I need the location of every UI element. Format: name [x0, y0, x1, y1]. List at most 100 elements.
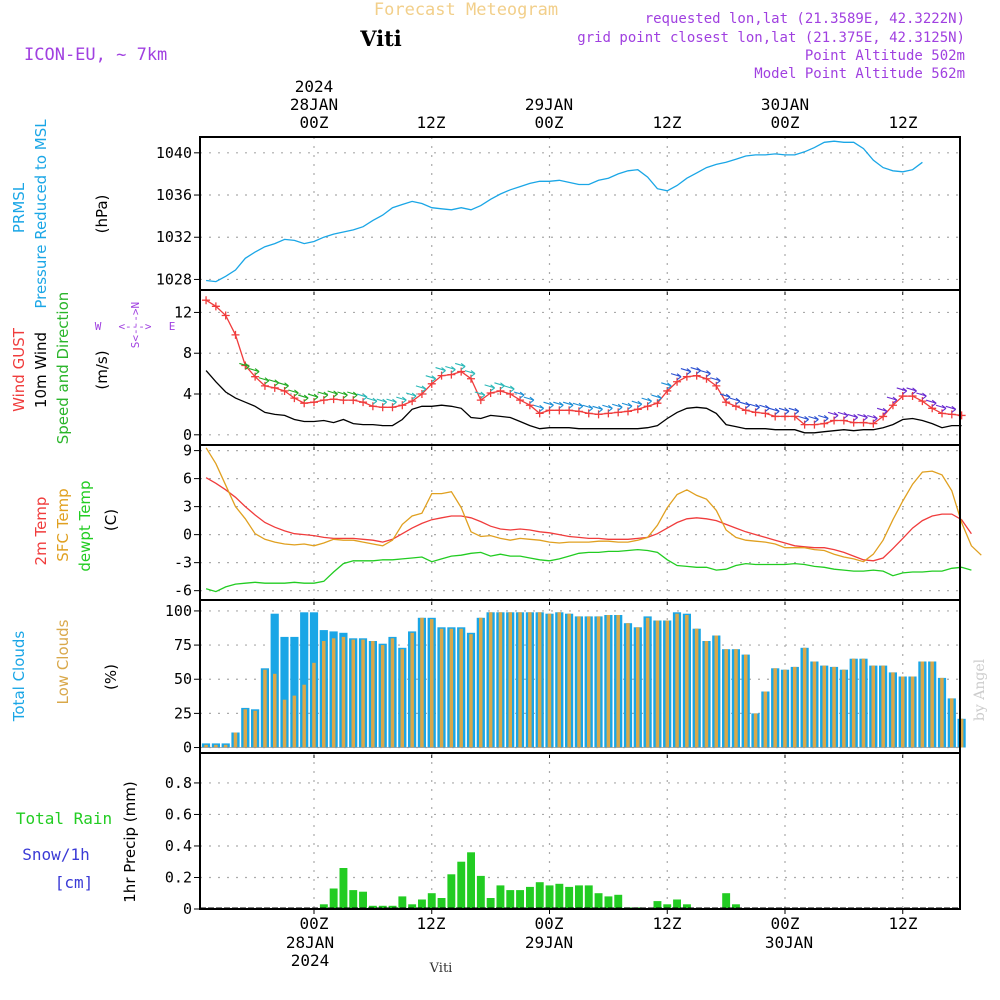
low-clouds-bar-24 — [439, 628, 444, 748]
low-clouds-bar-74 — [930, 661, 934, 748]
low-clouds-bar-26 — [459, 628, 463, 748]
low-clouds-bar-42 — [616, 615, 620, 748]
bottom-tick-4: 12Z — [653, 914, 682, 933]
y-tick-label-2: 0.4 — [165, 837, 192, 855]
top-tick-5: 00Z — [771, 113, 800, 132]
wind-arrow-64 — [827, 411, 839, 419]
low-clouds-bar-64 — [832, 666, 836, 748]
rain-bar-42 — [614, 894, 623, 909]
wind-arrow-5 — [248, 368, 260, 375]
top-tick-6: 12Z — [889, 113, 918, 132]
wind-arrow-4 — [239, 362, 250, 370]
pressure-panel: 1028 1032 1036 1040 — [156, 136, 961, 295]
wind-arrow-53 — [719, 393, 731, 401]
wind-arrow-73 — [916, 392, 927, 400]
low-clouds-bar-10 — [302, 684, 306, 748]
low-clouds-bar-75 — [940, 677, 944, 748]
y-tick-label-4: 100 — [165, 602, 192, 620]
wind-arrow-76 — [945, 405, 957, 413]
low-clouds-bar-8 — [282, 699, 287, 748]
low-clouds-label: Low Clouds — [54, 619, 72, 704]
low-clouds-bar-13 — [331, 638, 336, 748]
rain-bar-16 — [359, 891, 367, 909]
wind-arrow-44 — [631, 400, 643, 408]
low-clouds-bar-63 — [822, 665, 826, 748]
low-clouds-bar-9 — [292, 695, 297, 748]
bottom-year: 2024 — [291, 951, 330, 970]
gust-point-0 — [202, 296, 211, 305]
wind-arrow-15 — [347, 391, 358, 399]
low-clouds-bar-50 — [694, 628, 699, 748]
bottom-tick-3: 00Z — [535, 914, 564, 933]
gridpoint-coords: grid point closest lon,lat (21.375E, 42.… — [577, 30, 965, 46]
wind-arrow-31 — [504, 385, 515, 393]
wind-arrow-12 — [317, 391, 329, 399]
prmsl-line — [206, 140, 923, 283]
low-clouds-bar-41 — [606, 615, 611, 748]
rain-bar-36 — [555, 883, 564, 909]
y-tick-label-0: 0 — [183, 739, 192, 757]
wind-arrow-17 — [366, 397, 378, 405]
low-clouds-bar-29 — [488, 612, 493, 748]
low-clouds-bar-22 — [420, 617, 424, 748]
low-clouds-bar-58 — [773, 668, 777, 748]
rain-bar-41 — [604, 896, 613, 909]
celsius-unit-label: (C) — [102, 509, 120, 531]
precip-panel: 0 0.2 0.4 0.6 0.8 — [165, 752, 961, 918]
low-clouds-bar-57 — [763, 691, 768, 748]
wind-arrow-43 — [621, 402, 633, 410]
wind-arrow-39 — [582, 404, 594, 412]
low-clouds-bar-61 — [802, 647, 807, 748]
low-clouds-bar-46 — [655, 620, 660, 748]
low-clouds-bar-21 — [410, 632, 414, 748]
y-tick-label-1: 25 — [174, 704, 192, 722]
rain-bar-49 — [683, 904, 691, 909]
temp2m-label: 2m Temp — [32, 497, 50, 566]
rain-bar-23 — [427, 893, 436, 909]
wind-arrow-50 — [690, 367, 702, 374]
y-tick-label-3: 1040 — [156, 144, 192, 162]
low-clouds-bar-60 — [793, 666, 797, 748]
wind-arrow-8 — [278, 382, 289, 390]
wind-arrow-57 — [759, 404, 770, 412]
low-clouds-bar-54 — [734, 649, 738, 748]
y-tick-label-5: 9 — [183, 442, 192, 460]
low-clouds-bar-65 — [842, 669, 846, 748]
wind-arrow-9 — [288, 389, 299, 397]
location-name: Viti — [359, 26, 402, 51]
low-clouds-bar-2 — [223, 744, 228, 748]
wind-panel: 0 4 8 12 — [174, 289, 966, 450]
2m-temp-line — [205, 477, 972, 562]
wind-dir-label: Speed and Direction — [54, 292, 72, 445]
gust-point-77 — [957, 411, 966, 420]
y-tick-label-4: 0.8 — [165, 774, 192, 792]
low-clouds-bar-27 — [469, 634, 473, 748]
wind-arrow-42 — [612, 403, 623, 411]
point-altitude: Point Altitude 502m — [805, 48, 965, 64]
wind-arrow-61 — [798, 415, 809, 423]
y-tick-label-2: 50 — [174, 670, 192, 688]
low-clouds-bar-71 — [901, 676, 905, 748]
rain-bar-29 — [486, 898, 495, 909]
wind-arrow-48 — [670, 373, 682, 381]
wind-arrow-11 — [307, 393, 319, 401]
wind-arrow-18 — [376, 398, 388, 406]
wind-arrow-29 — [484, 384, 495, 392]
wind-arrow-6 — [258, 377, 270, 385]
wind-arrow-69 — [876, 407, 888, 415]
wind-arrow-56 — [749, 403, 760, 411]
rain-bar-30 — [496, 885, 505, 909]
low-clouds-bar-52 — [714, 635, 718, 748]
rain-bar-25 — [447, 874, 456, 909]
wind-arrow-20 — [396, 396, 407, 404]
pressure-msl-label: Pressure Reduced to MSL — [32, 119, 50, 309]
snow-cm-label: [cm] — [55, 873, 94, 892]
rain-bar-35 — [545, 885, 554, 909]
low-clouds-bar-67 — [861, 658, 866, 748]
y-tick-label-0: 1028 — [156, 270, 192, 288]
total-clouds-label: Total Clouds — [10, 631, 28, 723]
watermark: by Angel — [972, 658, 988, 721]
compass-legend: W <---> E S<--->N — [95, 302, 176, 348]
temperature-panel: -6 -3 0 3 6 9 — [174, 442, 982, 605]
